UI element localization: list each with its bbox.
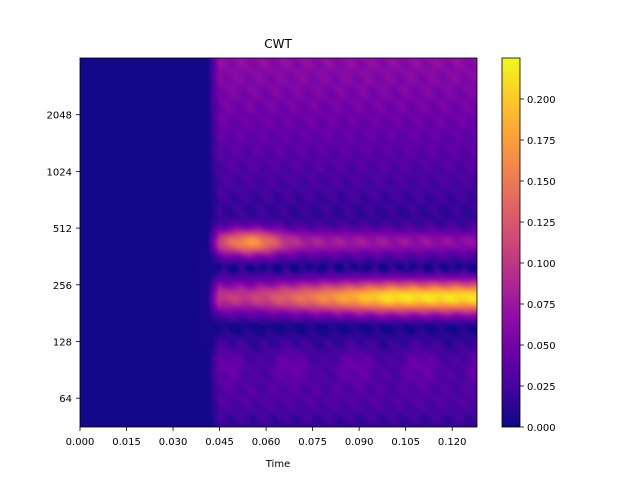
y-tick-label: 512 [53, 224, 72, 235]
x-tick-label: 0.045 [205, 437, 234, 448]
x-tick-label: 0.105 [391, 437, 420, 448]
colorbar-tick-label: 0.125 [527, 218, 556, 229]
colorbar-tick-label: 0.025 [527, 382, 556, 393]
colorbar-tick-label: 0.175 [527, 136, 556, 147]
y-tick-label: 256 [53, 281, 72, 292]
x-tick-label: 0.000 [66, 437, 95, 448]
heatmap-image [80, 58, 477, 427]
y-tick-label: 128 [53, 337, 72, 348]
x-tick-label: 0.075 [298, 437, 327, 448]
colorbar-axis: 0.000 0.025 0.050 0.075 0.100 0.125 0.150 0.175… [520, 95, 556, 434]
plot-frame [79, 57, 478, 428]
colorbar-tick-label: 0.075 [527, 300, 556, 311]
x-tick-label: 0.015 [112, 437, 141, 448]
y-axis: 64 128 256 512 1024 2048 [47, 111, 80, 405]
x-axis: 0.000 0.015 0.030 0.045 0.060 0.075 0.090 0.105… [66, 427, 467, 448]
colorbar-tick-label: 0.050 [527, 341, 556, 352]
colorbar-tick-label: 0.100 [527, 259, 556, 270]
x-tick-label: 0.120 [438, 437, 467, 448]
colorbar-frame [501, 57, 521, 428]
x-tick-label: 0.030 [159, 437, 188, 448]
x-tick-label: 0.090 [345, 437, 374, 448]
y-tick-label: 2048 [47, 111, 72, 122]
colorbar-gradient [502, 58, 520, 427]
x-axis-label: Time [265, 459, 290, 470]
y-tick-label: 1024 [47, 167, 72, 178]
colorbar: 0.000 0.025 0.050 0.075 0.100 0.125 0.150 0.175… [501, 57, 556, 434]
x-tick-label: 0.060 [252, 437, 281, 448]
heatmap-plot-area [79, 57, 478, 428]
chart-title: CWT [264, 37, 292, 51]
y-tick-label: 64 [59, 394, 72, 405]
colorbar-tick-label: 0.200 [527, 95, 556, 106]
colorbar-tick-label: 0.000 [527, 423, 556, 434]
colorbar-tick-label: 0.150 [527, 177, 556, 188]
